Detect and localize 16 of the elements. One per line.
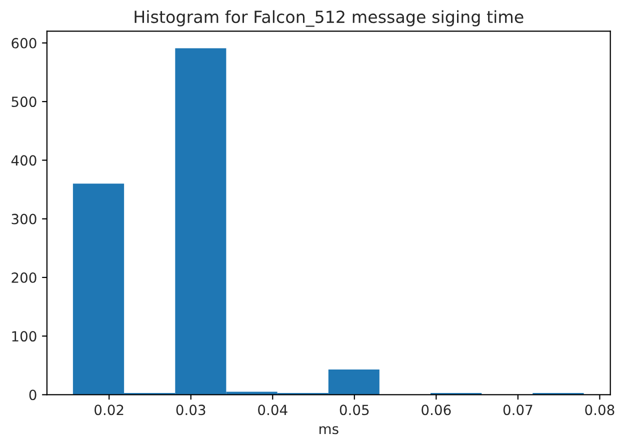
- y-tick-label: 100: [12, 331, 36, 342]
- x-tick-label: 0.03: [176, 404, 206, 416]
- x-axis-title: ms: [320, 426, 338, 434]
- y-tick-label: 600: [12, 38, 36, 48]
- y-tick-label: 200: [12, 272, 36, 283]
- x-tick-label: 0.06: [422, 404, 451, 416]
- y-tick-label: 400: [11, 155, 36, 166]
- x-tick-label: 0.02: [94, 404, 124, 416]
- y-tick-label: 300: [12, 214, 36, 224]
- x-tick-label: 0.05: [340, 404, 369, 416]
- y-tick-label: 0: [29, 390, 36, 400]
- chart-title: Histogram for Falcon_512 message siging time: [134, 10, 524, 27]
- x-tick-label: 0.08: [585, 404, 614, 416]
- y-tick-label: 500: [12, 96, 36, 108]
- x-tick-label: 0.04: [258, 404, 288, 416]
- x-tick-label: 0.07: [503, 404, 532, 416]
